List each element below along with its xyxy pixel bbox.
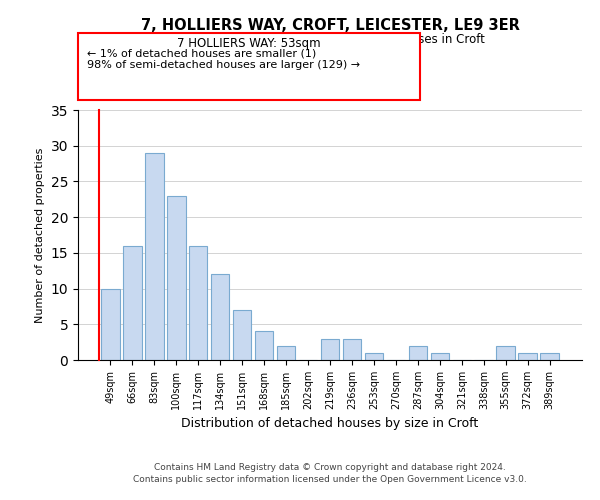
Text: Contains public sector information licensed under the Open Government Licence v3: Contains public sector information licen… <box>133 474 527 484</box>
Bar <box>167 196 185 360</box>
Bar <box>145 153 164 360</box>
Bar <box>101 288 119 360</box>
Text: Size of property relative to detached houses in Croft: Size of property relative to detached ho… <box>175 32 485 46</box>
Bar <box>320 338 340 360</box>
Bar <box>541 353 559 360</box>
Bar <box>123 246 142 360</box>
Bar <box>211 274 229 360</box>
Bar <box>343 338 361 360</box>
Bar <box>233 310 251 360</box>
Bar <box>189 246 208 360</box>
Bar <box>431 353 449 360</box>
Text: Contains HM Land Registry data © Crown copyright and database right 2024.: Contains HM Land Registry data © Crown c… <box>154 464 506 472</box>
Text: ← 1% of detached houses are smaller (1): ← 1% of detached houses are smaller (1) <box>87 48 316 58</box>
Y-axis label: Number of detached properties: Number of detached properties <box>35 148 45 322</box>
Text: 7 HOLLIERS WAY: 53sqm: 7 HOLLIERS WAY: 53sqm <box>177 36 321 50</box>
Bar <box>409 346 427 360</box>
Bar <box>496 346 515 360</box>
Text: 7, HOLLIERS WAY, CROFT, LEICESTER, LE9 3ER: 7, HOLLIERS WAY, CROFT, LEICESTER, LE9 3… <box>140 18 520 32</box>
Bar <box>365 353 383 360</box>
Text: 98% of semi-detached houses are larger (129) →: 98% of semi-detached houses are larger (… <box>87 60 360 70</box>
Bar <box>518 353 537 360</box>
X-axis label: Distribution of detached houses by size in Croft: Distribution of detached houses by size … <box>181 418 479 430</box>
Bar <box>255 332 274 360</box>
Bar <box>277 346 295 360</box>
